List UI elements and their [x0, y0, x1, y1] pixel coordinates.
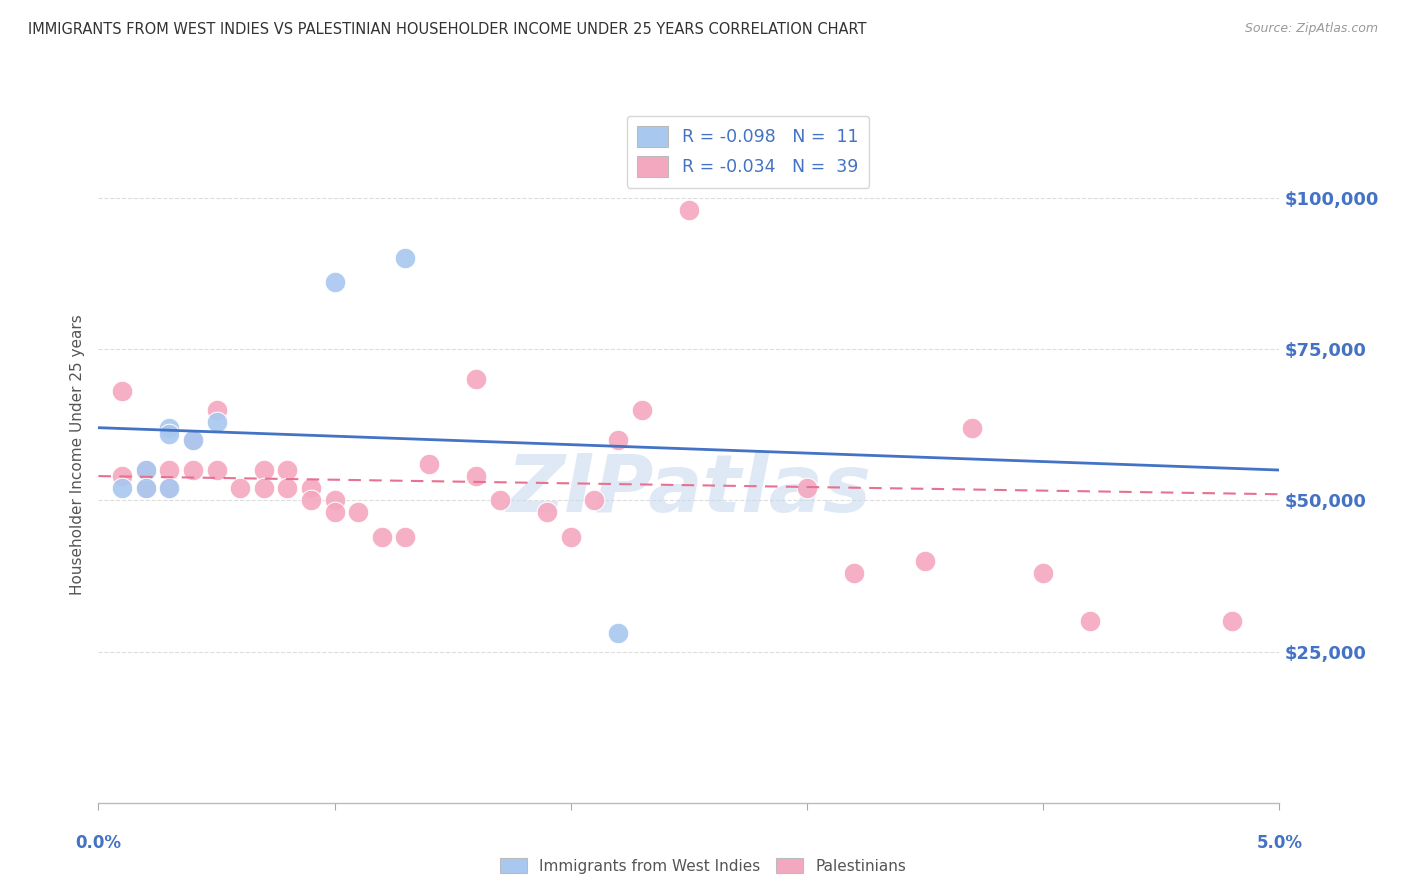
Point: [630, 402, 652, 417]
Point: [914, 554, 936, 568]
Point: [962, 420, 984, 434]
Point: [111, 469, 134, 483]
Text: 0.0%: 0.0%: [76, 834, 121, 852]
Point: [678, 202, 700, 217]
Point: [253, 463, 276, 477]
Point: [347, 505, 370, 519]
Point: [465, 469, 488, 483]
Point: [276, 481, 298, 495]
Point: [536, 505, 558, 519]
Point: [205, 415, 228, 429]
Text: ZIPatlas: ZIPatlas: [506, 450, 872, 529]
Point: [1220, 615, 1243, 629]
Point: [135, 463, 157, 477]
Point: [135, 463, 157, 477]
Point: [181, 463, 204, 477]
Point: [1032, 566, 1054, 580]
Point: [157, 481, 180, 495]
Point: [157, 481, 180, 495]
Point: [157, 463, 180, 477]
Point: [607, 433, 630, 447]
Point: [111, 384, 134, 399]
Point: [135, 481, 157, 495]
Point: [394, 530, 416, 544]
Point: [253, 481, 276, 495]
Point: [276, 463, 298, 477]
Point: [418, 457, 440, 471]
Point: [323, 493, 346, 508]
Point: [299, 493, 322, 508]
Point: [394, 252, 416, 266]
Text: IMMIGRANTS FROM WEST INDIES VS PALESTINIAN HOUSEHOLDER INCOME UNDER 25 YEARS COR: IMMIGRANTS FROM WEST INDIES VS PALESTINI…: [28, 22, 866, 37]
Point: [323, 505, 346, 519]
Text: Source: ZipAtlas.com: Source: ZipAtlas.com: [1244, 22, 1378, 36]
Point: [157, 426, 180, 441]
Point: [489, 493, 512, 508]
Point: [607, 626, 630, 640]
Point: [181, 433, 204, 447]
Y-axis label: Householder Income Under 25 years: Householder Income Under 25 years: [70, 315, 86, 595]
Point: [796, 481, 818, 495]
Point: [157, 420, 180, 434]
Point: [465, 372, 488, 386]
Point: [844, 566, 866, 580]
Point: [181, 433, 204, 447]
Point: [371, 530, 394, 544]
Point: [1080, 615, 1102, 629]
Text: 5.0%: 5.0%: [1257, 834, 1302, 852]
Point: [135, 481, 157, 495]
Point: [205, 463, 228, 477]
Point: [560, 530, 582, 544]
Point: [583, 493, 606, 508]
Point: [323, 276, 346, 290]
Point: [111, 481, 134, 495]
Point: [205, 402, 228, 417]
Legend: Immigrants from West Indies, Palestinians: Immigrants from West Indies, Palestinian…: [494, 852, 912, 880]
Point: [299, 481, 322, 495]
Point: [229, 481, 252, 495]
Legend: R = -0.098   N =  11, R = -0.034   N =  39: R = -0.098 N = 11, R = -0.034 N = 39: [627, 116, 869, 187]
